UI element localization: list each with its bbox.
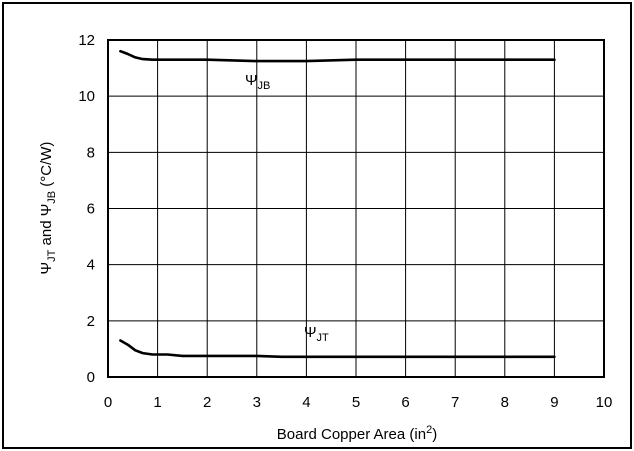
y-tick-label: 2	[87, 313, 95, 330]
x-tick-label: 9	[550, 394, 558, 411]
y-tick-label: 12	[78, 32, 95, 49]
series-label-psi-jt: ΨJT	[304, 324, 329, 344]
series-label-psi-jb: ΨJB	[245, 72, 270, 92]
x-tick-label: 5	[352, 394, 360, 411]
y-tick-label: 4	[87, 257, 95, 274]
x-tick-label: 8	[501, 394, 509, 411]
x-tick-label: 10	[596, 394, 613, 411]
x-tick-label: 1	[153, 394, 161, 411]
series-line-jb	[119, 49, 556, 63]
y-axis-label: ΨJT and ΨJB (°C/W)	[38, 142, 58, 275]
y-tick-label: 6	[87, 201, 95, 218]
y-tick-label: 10	[78, 88, 95, 105]
x-axis-label: Board Copper Area (in2)	[277, 424, 437, 443]
series-lines	[119, 49, 556, 359]
x-tick-label: 4	[302, 394, 310, 411]
y-tick-label: 8	[87, 144, 95, 161]
plot-area-border	[107, 39, 605, 378]
grid-lines	[108, 40, 604, 377]
x-tick-label: 2	[203, 394, 211, 411]
x-tick-label: 7	[451, 394, 459, 411]
x-tick-label: 6	[401, 394, 409, 411]
x-tick-label: 0	[104, 394, 112, 411]
y-tick-label: 0	[87, 369, 95, 386]
x-tick-label: 3	[253, 394, 261, 411]
series-line-jt	[119, 339, 556, 359]
